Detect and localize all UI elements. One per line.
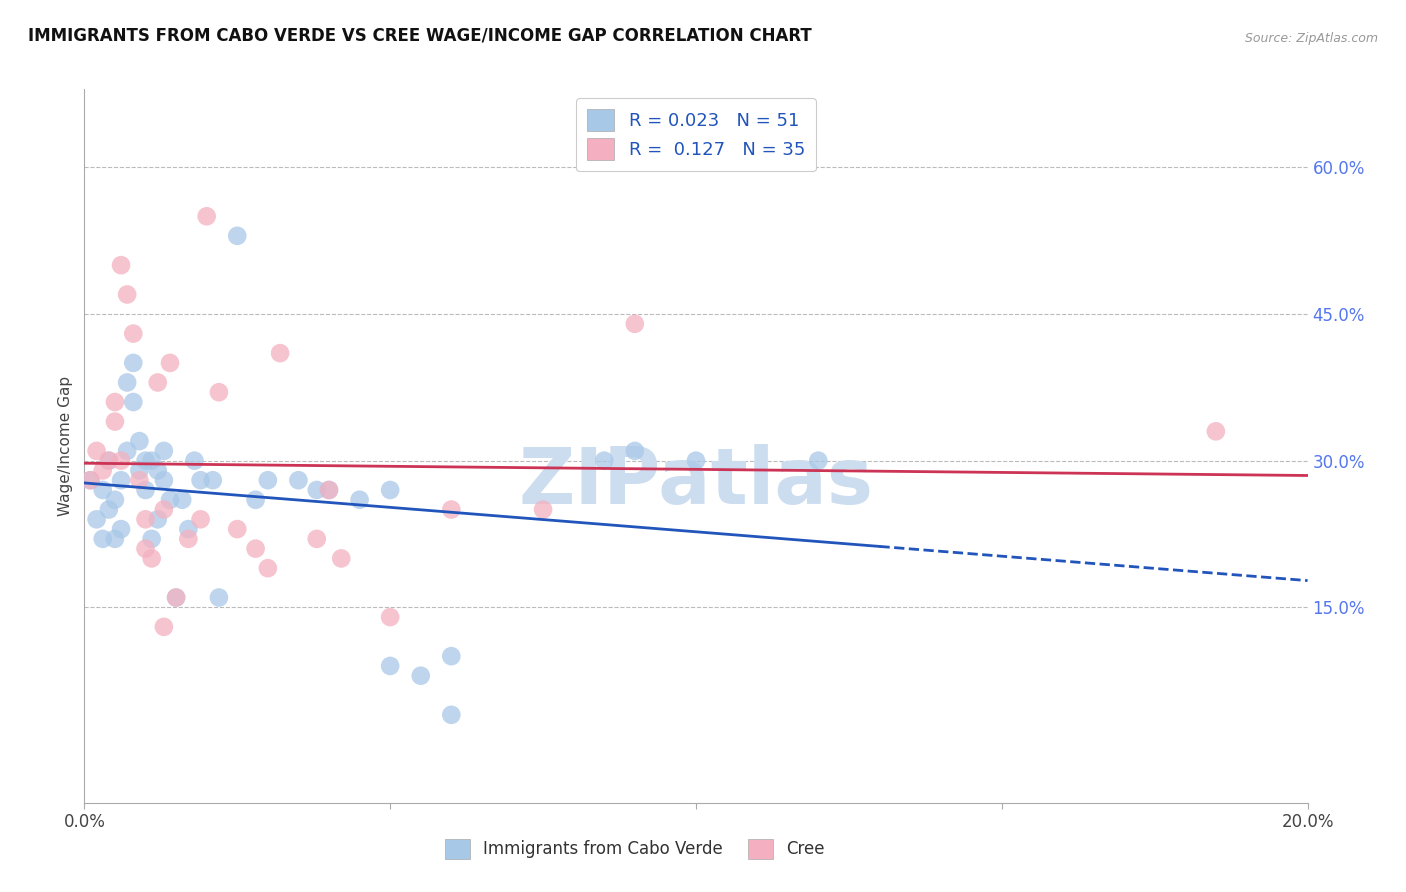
Point — [115, 376, 138, 390]
Point — [245, 541, 267, 556]
Point — [135, 483, 157, 497]
Point — [165, 591, 187, 605]
Point — [135, 453, 157, 467]
Point — [409, 669, 432, 683]
Point — [104, 395, 127, 409]
Point — [104, 532, 127, 546]
Point — [110, 258, 132, 272]
Point — [195, 209, 218, 223]
Point — [79, 473, 101, 487]
Point — [287, 473, 309, 487]
Point — [440, 502, 463, 516]
Point — [349, 492, 371, 507]
Point — [245, 492, 267, 507]
Point — [153, 473, 176, 487]
Point — [91, 483, 114, 497]
Point — [110, 453, 132, 467]
Point — [86, 443, 108, 458]
Point — [153, 502, 176, 516]
Point — [97, 453, 120, 467]
Point — [380, 659, 402, 673]
Point — [177, 532, 200, 546]
Point — [531, 502, 554, 516]
Point — [128, 473, 150, 487]
Point — [159, 356, 181, 370]
Point — [226, 228, 249, 243]
Point — [153, 443, 176, 458]
Point — [141, 453, 163, 467]
Point — [159, 492, 181, 507]
Point — [685, 453, 707, 467]
Point — [97, 453, 120, 467]
Point — [172, 492, 194, 507]
Point — [79, 473, 101, 487]
Point — [128, 463, 150, 477]
Point — [104, 415, 127, 429]
Point — [208, 385, 231, 400]
Point — [122, 326, 145, 341]
Point — [146, 463, 169, 477]
Point — [122, 356, 145, 370]
Point — [807, 453, 830, 467]
Point — [257, 561, 280, 575]
Point — [135, 512, 157, 526]
Text: IMMIGRANTS FROM CABO VERDE VS CREE WAGE/INCOME GAP CORRELATION CHART: IMMIGRANTS FROM CABO VERDE VS CREE WAGE/… — [28, 27, 811, 45]
Point — [190, 473, 212, 487]
Point — [110, 473, 132, 487]
Point — [115, 287, 138, 301]
Point — [440, 649, 463, 664]
Point — [153, 620, 176, 634]
Point — [190, 512, 212, 526]
Point — [86, 512, 108, 526]
Point — [104, 492, 127, 507]
Point — [122, 395, 145, 409]
Point — [226, 522, 249, 536]
Point — [380, 483, 402, 497]
Point — [183, 453, 205, 467]
Point — [305, 483, 328, 497]
Point — [177, 522, 200, 536]
Point — [593, 453, 616, 467]
Point — [318, 483, 340, 497]
Legend: Immigrants from Cabo Verde, Cree: Immigrants from Cabo Verde, Cree — [439, 832, 831, 866]
Point — [128, 434, 150, 449]
Point — [146, 376, 169, 390]
Point — [141, 532, 163, 546]
Point — [624, 443, 647, 458]
Point — [305, 532, 328, 546]
Y-axis label: Wage/Income Gap: Wage/Income Gap — [58, 376, 73, 516]
Point — [135, 541, 157, 556]
Point — [110, 522, 132, 536]
Point — [201, 473, 224, 487]
Point — [440, 707, 463, 722]
Point — [257, 473, 280, 487]
Point — [318, 483, 340, 497]
Point — [624, 317, 647, 331]
Point — [115, 443, 138, 458]
Point — [1205, 425, 1227, 439]
Point — [141, 551, 163, 566]
Point — [330, 551, 353, 566]
Point — [208, 591, 231, 605]
Text: ZIPatlas: ZIPatlas — [519, 443, 873, 520]
Point — [380, 610, 402, 624]
Point — [146, 512, 169, 526]
Text: Source: ZipAtlas.com: Source: ZipAtlas.com — [1244, 31, 1378, 45]
Point — [165, 591, 187, 605]
Point — [97, 502, 120, 516]
Point — [91, 532, 114, 546]
Point — [269, 346, 291, 360]
Point — [91, 463, 114, 477]
